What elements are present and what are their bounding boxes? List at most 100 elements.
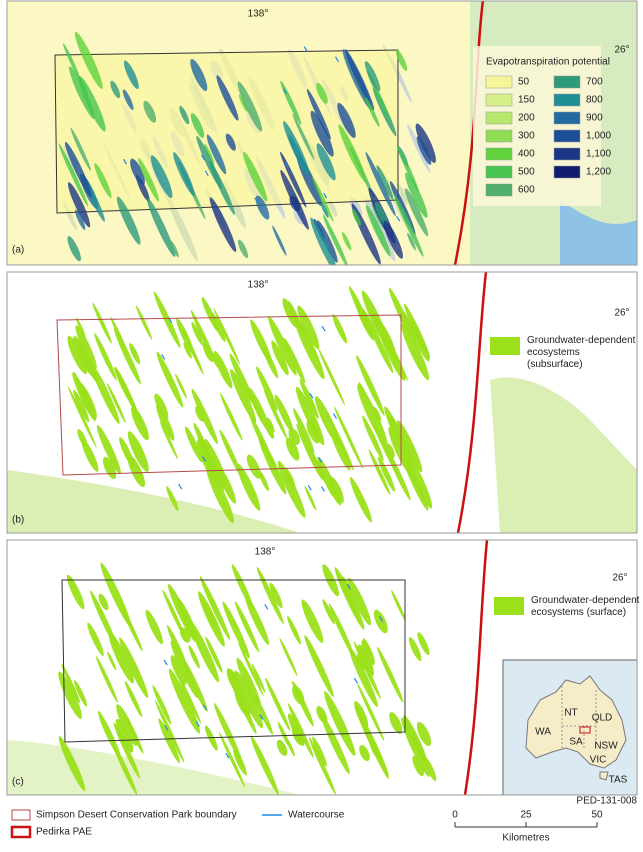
scale-unit: Kilometres [502,833,549,844]
dune-streak [226,668,241,693]
legend-label: 50 [518,77,530,88]
dune-streak [222,601,250,659]
dune-streak [327,198,338,217]
dune-streak [209,197,237,252]
legend-swatch [485,111,513,125]
dune-streak [116,704,138,746]
watercourse [318,457,323,463]
park-boundary [61,579,406,743]
dune-streak [362,308,394,373]
legend: 50 150 200 300 400 500 600 700 800 900 1,000 1,100 1… [485,75,611,197]
dune-streak [73,335,94,377]
dune-streak [58,143,89,207]
panel-frame [6,539,638,796]
dune-streak [180,627,191,643]
dune-streak [213,308,241,366]
dune-streak [176,671,202,724]
legend-label: 400 [518,149,535,160]
dune-streak [328,476,344,504]
watercourse [321,325,326,332]
dune-streak [129,343,141,365]
panel-a: 50 150 200 300 400 500 600 700 800 900 1,000 1,100 1… [7,1,637,265]
latitude-label: 26° [612,573,627,584]
dune-streak [415,123,436,163]
dune-streak [376,318,397,359]
dune-streak [170,240,179,258]
dune-streak [95,656,119,704]
dune-streak [361,640,375,666]
dune-streak [271,340,289,376]
dune-streak [158,718,180,764]
legend-label: 1,000 [586,131,611,142]
legend-swatch [485,93,513,107]
dune-streak [154,393,169,420]
watercourse [163,659,168,666]
legend-swatch [553,111,581,125]
legend-swatch [485,147,513,161]
panel-c [7,540,637,795]
watercourse [334,56,340,63]
dune-streak [269,582,283,609]
watercourse [203,704,208,711]
dune-streak [238,94,248,112]
dune-streak [74,680,88,707]
dune-streak [376,165,394,200]
watercourse [323,192,328,199]
legend-swatch [553,93,581,107]
legend-swatch [553,75,581,89]
dune-streak [108,632,135,684]
dune-streak [272,225,287,256]
dune-streak [285,736,295,757]
dune-streak [301,599,324,643]
study-location [579,726,591,734]
dune-streak [63,43,80,79]
dune-streak [119,437,135,468]
dune-streak [152,685,172,725]
dune-streak [352,209,361,226]
dune-streak [67,335,88,374]
legend-label: 1,200 [586,167,611,178]
dune-streak [393,193,424,257]
dune-streak [364,61,381,92]
dune-streak [205,636,223,674]
dune-streak [320,202,329,218]
legend-label: Simpson Desert Conservation Park boundar… [36,810,237,821]
dune-streak [287,616,301,645]
dune-streak [416,136,432,165]
watercourse [225,752,230,759]
dune-streak [405,172,428,218]
dune-streak [291,680,314,727]
dune-streak [330,429,351,471]
dune-streak [349,477,372,523]
panel-label: (a) [12,245,24,256]
dune-streak [162,589,187,642]
dune-streak [299,378,319,419]
dune-streak [268,315,297,376]
legend-label: 300 [518,131,535,142]
dune-streak [206,466,234,524]
dune-streak [100,562,132,627]
dune-streak [316,220,338,263]
dune-streak [256,566,284,625]
dune-streak [190,113,205,138]
dune-streak [115,718,134,753]
dune-streak [237,81,263,132]
dune-streak [213,703,243,763]
dune-streak [308,737,336,795]
dune-streak [295,386,325,446]
legend-label: 600 [518,185,535,196]
dune-streak [312,176,334,222]
dune-streak [160,421,179,460]
legend-label: 700 [586,77,603,88]
dune-streak [356,355,385,416]
dune-streak [292,113,315,161]
dune-streak [246,454,261,479]
dune-streak [255,195,270,220]
dune-streak [179,105,190,125]
dune-streak [401,323,430,381]
dune-streak [404,452,433,509]
watercourse [307,484,312,491]
dune-streak [320,713,350,775]
dune-streak [176,318,194,354]
dune-streak [334,567,365,630]
